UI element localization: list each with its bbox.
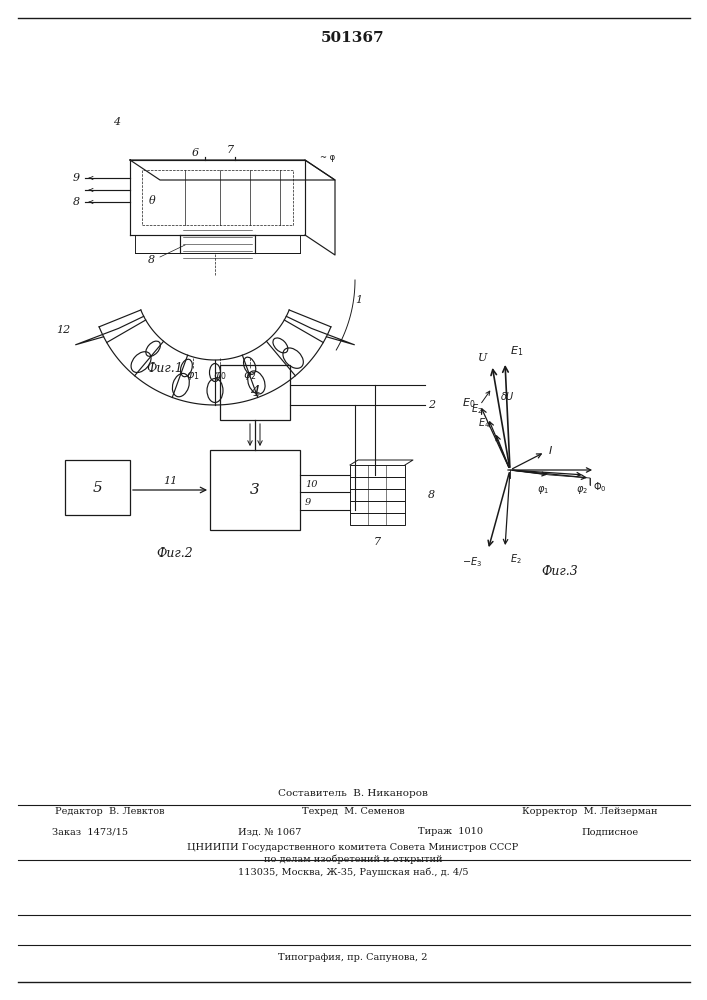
Text: $E_1$: $E_1$: [510, 344, 523, 358]
Text: $\varphi_1$: $\varphi_1$: [537, 484, 549, 496]
Text: ~ φ: ~ φ: [320, 153, 335, 162]
Text: Тираж  1010: Тираж 1010: [418, 828, 482, 836]
Bar: [350, 477, 405, 489]
Text: 8: 8: [428, 490, 435, 500]
Text: Типография, пр. Сапунова, 2: Типография, пр. Сапунова, 2: [279, 954, 428, 962]
Bar: [65, 460, 130, 515]
Text: 5: 5: [93, 481, 103, 494]
Text: $\varphi_1$: $\varphi_1$: [186, 370, 200, 382]
Text: 6: 6: [192, 148, 199, 158]
Text: 2: 2: [428, 400, 435, 410]
Text: $\varphi_2$: $\varphi_2$: [576, 484, 588, 496]
Bar: [350, 501, 405, 513]
Text: 10: 10: [305, 480, 317, 489]
Text: $E_4$: $E_4$: [478, 416, 490, 430]
Text: $E_2$: $E_2$: [472, 402, 483, 416]
Bar: [220, 365, 290, 420]
Text: Фиг.2: Фиг.2: [157, 547, 194, 560]
Text: $-E_3$: $-E_3$: [462, 555, 482, 569]
Text: $E_2$: $E_2$: [510, 552, 522, 566]
Text: 12: 12: [56, 325, 70, 335]
Text: 7: 7: [373, 537, 380, 547]
Text: Редактор  В. Левктов: Редактор В. Левктов: [55, 808, 165, 816]
Text: 11: 11: [163, 476, 177, 486]
Text: 4: 4: [250, 385, 260, 399]
Bar: [350, 513, 405, 525]
Text: 9: 9: [305, 498, 311, 507]
Text: $\Phi_0$: $\Phi_0$: [593, 480, 607, 494]
Text: $\varphi_0$: $\varphi_0$: [213, 370, 227, 382]
Text: 501367: 501367: [321, 31, 385, 45]
Text: Фиг.3: Фиг.3: [542, 565, 578, 578]
Text: U: U: [478, 353, 487, 363]
Text: 3: 3: [250, 483, 260, 497]
Text: 8: 8: [148, 255, 155, 265]
Text: Корректор  М. Лейзерман: Корректор М. Лейзерман: [522, 808, 658, 816]
Text: 113035, Москва, Ж-35, Раушская наб., д. 4/5: 113035, Москва, Ж-35, Раушская наб., д. …: [238, 867, 468, 877]
Text: Подписное: Подписное: [581, 828, 638, 836]
Text: $\varphi_2$: $\varphi_2$: [243, 370, 257, 382]
Text: 4: 4: [113, 117, 120, 127]
Text: $\delta U$: $\delta U$: [500, 390, 515, 402]
Bar: [350, 489, 405, 501]
Text: 1: 1: [355, 295, 362, 305]
Text: Фиг.1: Фиг.1: [146, 362, 183, 375]
Text: θ: θ: [148, 196, 156, 206]
Text: $E_0$: $E_0$: [462, 396, 475, 410]
Bar: [210, 450, 300, 530]
Bar: [350, 465, 405, 477]
Text: ЦНИИПИ Государственного комитета Совета Министров СССР: ЦНИИПИ Государственного комитета Совета …: [187, 842, 519, 852]
Text: 7: 7: [226, 145, 233, 155]
Text: Изд. № 1067: Изд. № 1067: [238, 828, 302, 836]
Text: Составитель  В. Никаноров: Составитель В. Никаноров: [278, 788, 428, 798]
Text: Заказ  1473/15: Заказ 1473/15: [52, 828, 128, 836]
Text: $I$: $I$: [548, 444, 553, 456]
Text: по делам изобретений и открытий: по делам изобретений и открытий: [264, 854, 443, 864]
Text: Техред  М. Семенов: Техред М. Семенов: [302, 808, 404, 816]
Text: 9: 9: [73, 173, 80, 183]
Text: 8: 8: [73, 197, 80, 207]
